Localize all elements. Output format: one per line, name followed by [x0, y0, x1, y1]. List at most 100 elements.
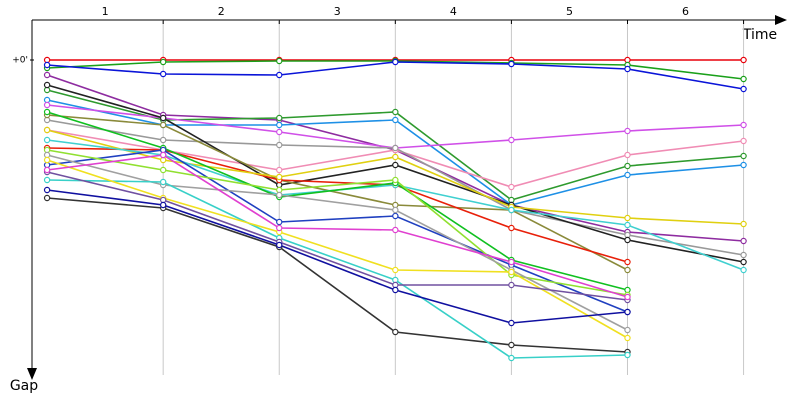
point: [624, 65, 631, 73]
lap-label: 2: [218, 5, 225, 18]
point: [43, 176, 51, 184]
point: [276, 114, 283, 122]
point: [740, 237, 747, 245]
series-line: [47, 114, 628, 271]
point: [508, 60, 515, 68]
point: [159, 58, 167, 66]
point: [276, 241, 283, 249]
point: [624, 266, 631, 274]
point: [624, 127, 631, 135]
point: [624, 258, 631, 266]
point: [159, 136, 167, 144]
point: [43, 101, 51, 109]
point: [624, 293, 631, 301]
point: [43, 156, 51, 164]
point: [508, 183, 515, 191]
point: [740, 258, 747, 266]
series-line: [46, 111, 628, 291]
gap-arrow: [27, 368, 37, 380]
point: [624, 214, 631, 222]
lap-label: 1: [102, 5, 109, 18]
point: [392, 206, 399, 214]
point: [159, 70, 167, 78]
point: [159, 166, 167, 174]
point: [508, 354, 515, 362]
point: [740, 85, 747, 93]
point: [43, 166, 51, 174]
point: [508, 258, 515, 266]
point: [43, 194, 51, 202]
point: [740, 161, 747, 169]
point: [43, 108, 51, 116]
y-tick-label: +0': [12, 56, 28, 66]
point: [392, 58, 399, 66]
point: [276, 173, 283, 181]
point: [624, 236, 631, 244]
point: [624, 171, 631, 179]
point: [159, 201, 167, 209]
point: [624, 334, 631, 342]
series-line: [46, 154, 628, 298]
point: [276, 71, 283, 79]
point: [392, 266, 399, 274]
x-axis-label: Time: [742, 27, 777, 43]
point: [508, 281, 515, 289]
point: [276, 191, 283, 199]
point: [159, 178, 167, 186]
point: [43, 81, 51, 89]
point: [740, 121, 747, 129]
point: [392, 153, 399, 161]
point: [624, 308, 631, 316]
point: [740, 152, 747, 160]
point: [508, 136, 515, 144]
point: [392, 328, 399, 336]
series-line: [46, 149, 628, 313]
point: [159, 121, 167, 129]
time-arrow: [775, 15, 787, 25]
point: [392, 286, 399, 294]
point: [159, 151, 167, 159]
point: [43, 186, 51, 194]
lap-label: 5: [566, 5, 573, 18]
point: [276, 166, 283, 174]
point: [508, 206, 515, 214]
series-line: [47, 179, 628, 359]
series-line: [47, 197, 628, 353]
point: [276, 57, 283, 65]
point: [624, 151, 631, 159]
point: [740, 56, 747, 64]
point: [276, 218, 283, 226]
series-line: [46, 189, 628, 324]
point: [392, 161, 399, 169]
lap-label: 3: [334, 5, 341, 18]
point: [624, 326, 631, 334]
point: [624, 351, 631, 359]
point: [43, 126, 51, 134]
point: [392, 176, 399, 184]
point: [740, 266, 747, 274]
point: [740, 137, 747, 145]
point: [392, 108, 399, 116]
point: [43, 71, 51, 79]
y-axis-label: Gap: [10, 378, 38, 394]
series-line: [47, 147, 628, 263]
point: [508, 268, 515, 276]
lap-label: 6: [682, 5, 689, 18]
point: [276, 121, 283, 129]
point: [392, 226, 399, 234]
point: [624, 162, 631, 170]
point: [508, 319, 515, 327]
point: [624, 221, 631, 229]
point: [43, 136, 51, 144]
point: [740, 251, 747, 259]
point: [159, 114, 167, 122]
series-line: [46, 171, 628, 301]
series-line: [46, 154, 628, 331]
series-line: [46, 159, 628, 339]
point: [508, 341, 515, 349]
point: [392, 144, 399, 152]
point: [392, 212, 399, 220]
point: [276, 141, 283, 149]
lap-label: 4: [450, 5, 457, 18]
